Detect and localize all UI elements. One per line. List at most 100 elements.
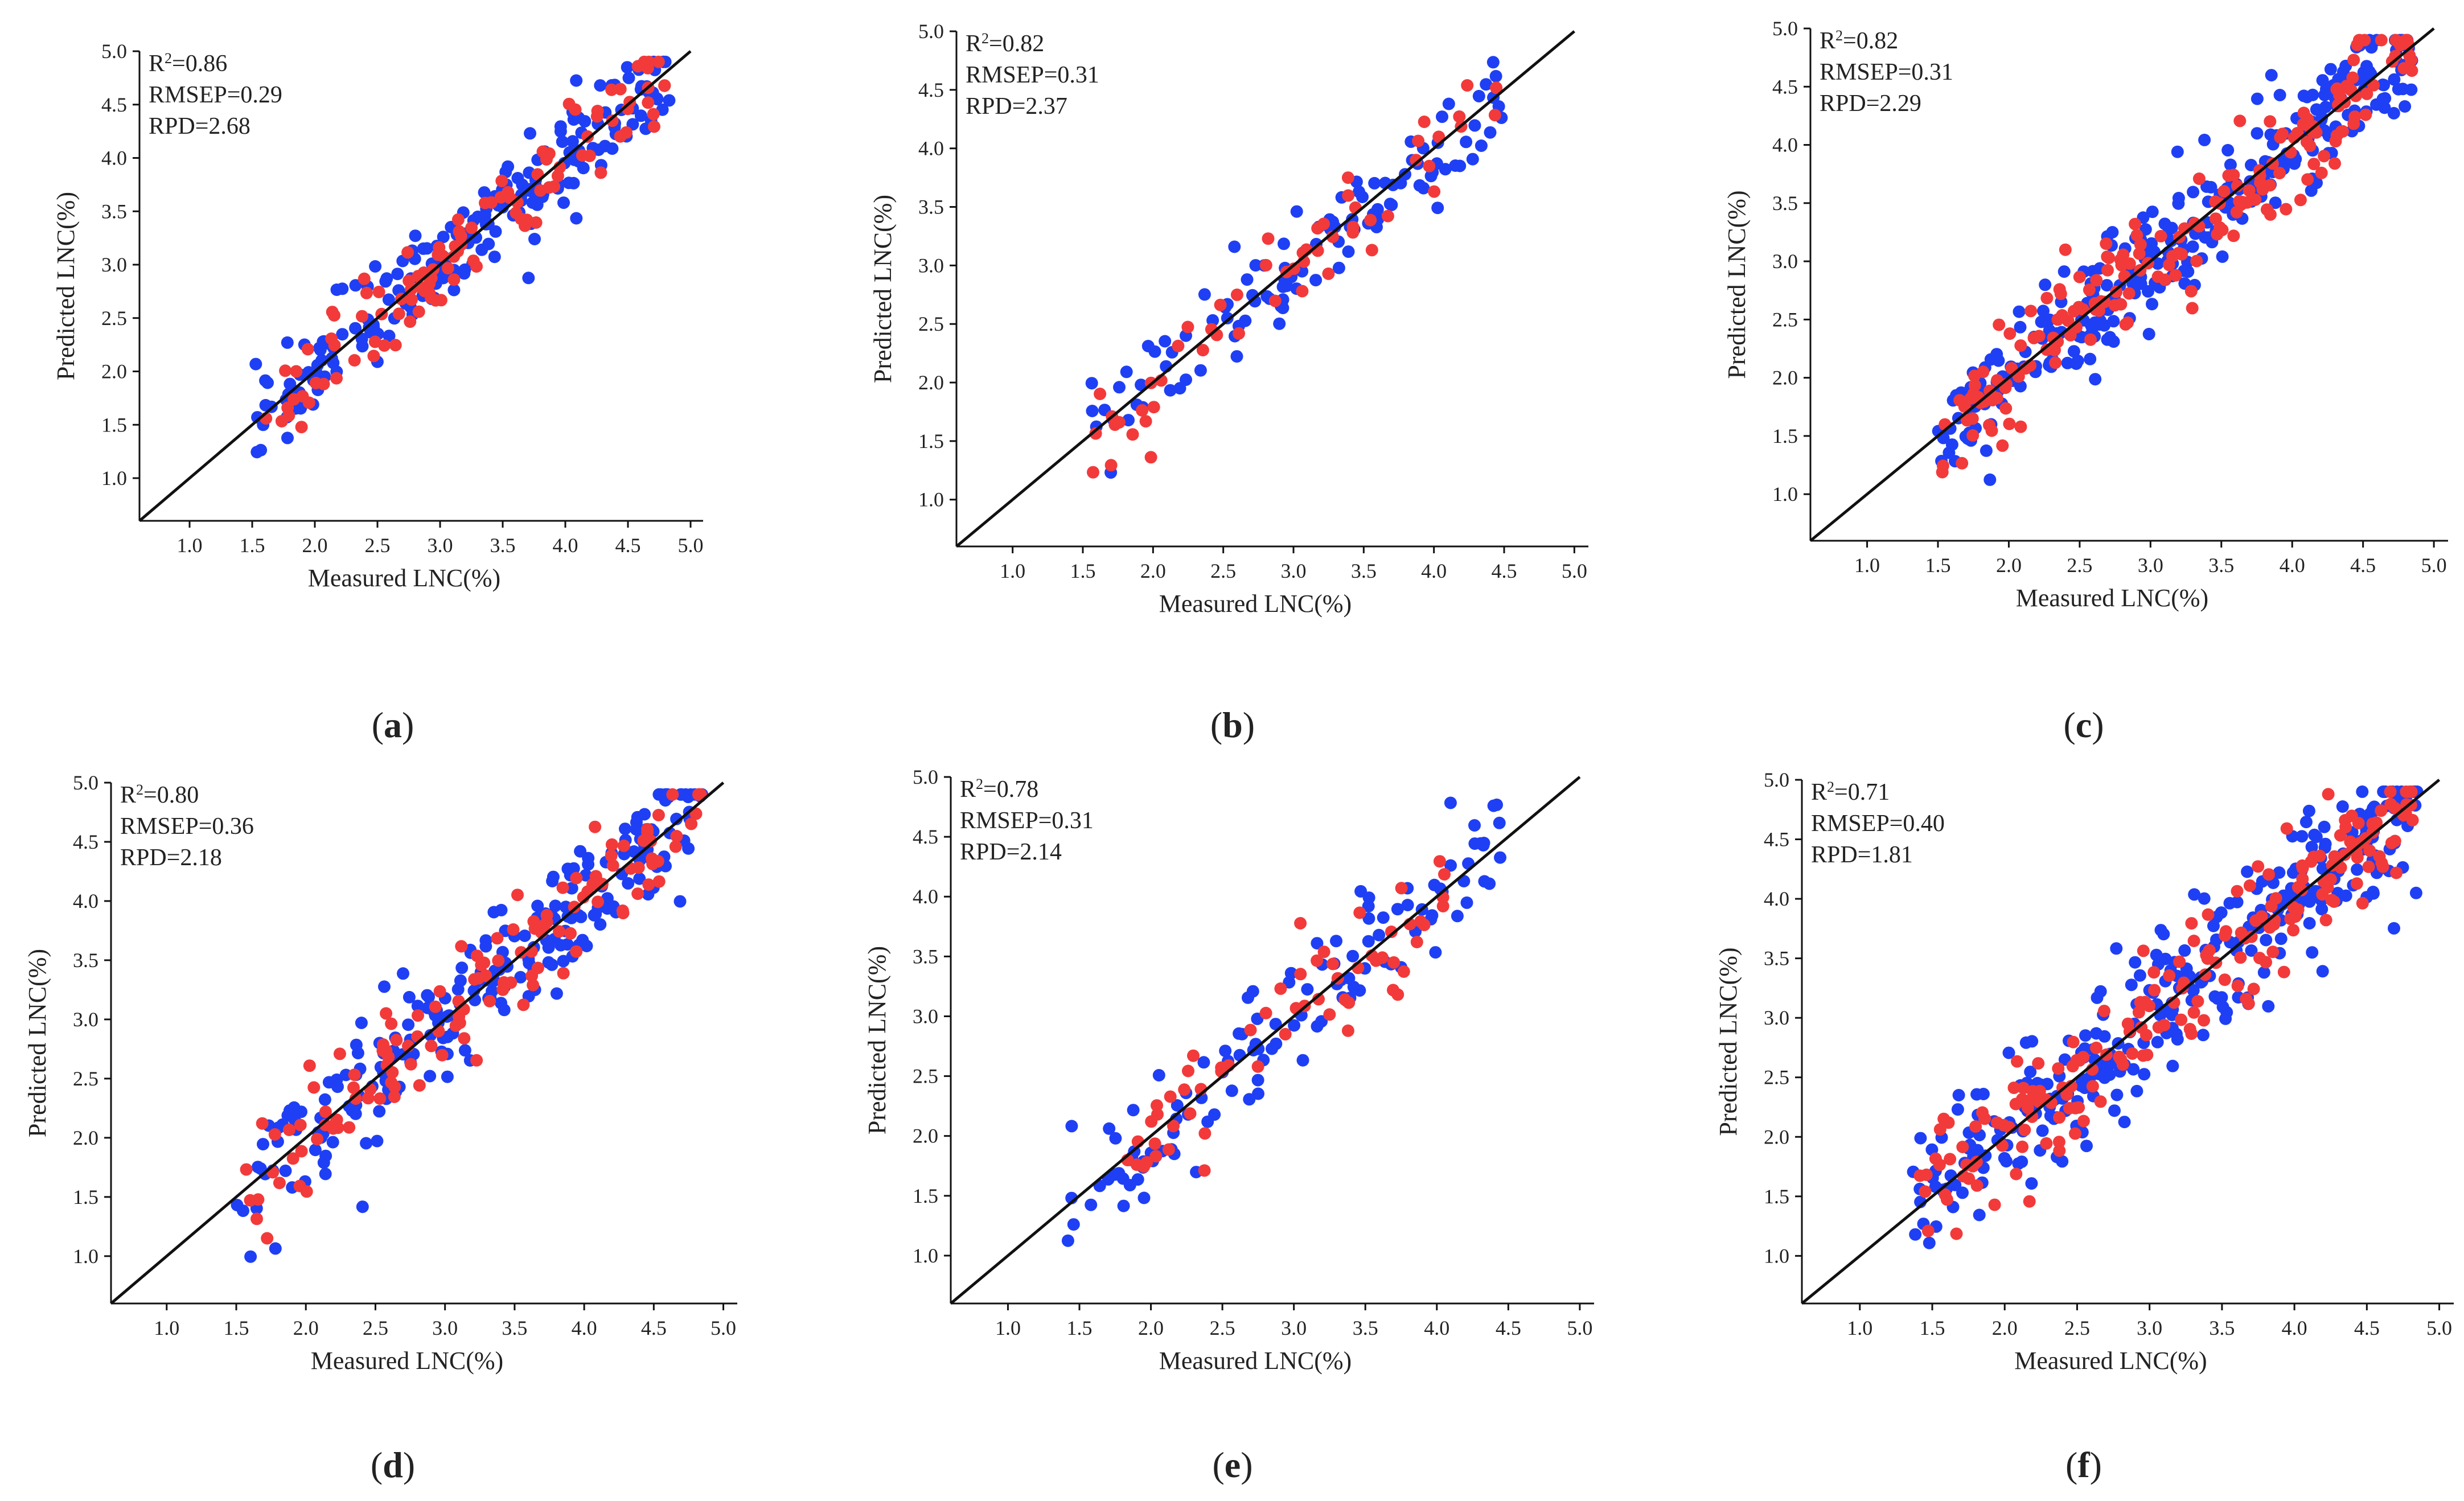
scatter-point-validation: [1178, 1083, 1191, 1096]
scatter-point-calibration: [2251, 127, 2264, 140]
scatter-point-calibration: [2265, 69, 2278, 82]
scatter-point-validation: [1215, 1061, 1228, 1074]
scatter-point-validation: [2090, 274, 2103, 287]
scatter-point-validation: [2175, 1013, 2188, 1026]
rmsep-stat: RMSEP=0.29: [149, 82, 282, 108]
scatter-point-validation: [1990, 392, 2003, 405]
scatter-point-calibration: [578, 115, 592, 128]
scatter-point-validation: [2348, 110, 2362, 123]
scatter-point-validation: [1312, 993, 1325, 1006]
scatter-point-validation: [2088, 297, 2101, 310]
x-axis-label: Measured LNC(%): [1159, 1347, 1352, 1375]
chart-panel-d: 1.0 1.5 2.0 2.5 3.0 3.5 4.0 4.5 5.0 1.0 1.5 2.0 2.5 3…: [23, 771, 737, 1485]
scatter-point-validation: [1126, 428, 1139, 441]
scatter-point-validation: [589, 820, 602, 833]
scatter-point-validation: [1418, 116, 1431, 128]
scatter-point-validation: [2359, 108, 2372, 121]
scatter-point-validation: [1942, 1116, 1955, 1129]
scatter-point-validation: [2016, 1093, 2028, 1106]
x-tick-label: 2.5: [1210, 1317, 1235, 1339]
scatter-point-calibration: [1429, 946, 1442, 959]
scatter-point-validation: [1323, 1008, 1336, 1021]
scatter-point-calibration: [1362, 935, 1375, 948]
scatter-point-calibration: [630, 823, 643, 836]
y-tick-label: 1.0: [73, 1245, 98, 1268]
scatter-point-validation: [360, 286, 373, 299]
scatter-point-validation: [1296, 285, 1309, 298]
scatter-point-calibration: [2108, 1104, 2121, 1117]
scatter-point-calibration: [2316, 965, 2329, 978]
scatter-point-validation: [2024, 305, 2038, 318]
y-tick-label: 5.0: [1764, 768, 1789, 791]
scatter-point-calibration: [2171, 145, 2184, 158]
y-tick-label: 1.0: [1764, 1244, 1789, 1267]
scatter-point-calibration: [1103, 1122, 1116, 1135]
scatter-point-calibration: [511, 172, 524, 184]
scatter-point-validation: [1966, 429, 1980, 442]
scatter-point-validation: [2234, 951, 2247, 964]
y-tick-label: 3.5: [73, 949, 98, 972]
y-tick-label: 3.5: [1764, 947, 1789, 970]
scatter-point-calibration: [2067, 345, 2080, 358]
scatter-point-calibration: [309, 1144, 322, 1157]
scatter-point-calibration: [594, 79, 607, 92]
scatter-point-validation: [479, 969, 492, 982]
y-tick-label: 3.5: [101, 200, 127, 223]
scatter-point-calibration: [252, 1161, 264, 1174]
scatter-point-calibration: [2000, 1155, 2013, 1168]
y-axis-label: Predicted LNC(%): [1723, 190, 1751, 379]
y-tick-label: 4.5: [1764, 828, 1789, 851]
scatter-point-validation: [2014, 420, 2027, 433]
scatter-point-calibration: [2315, 111, 2329, 124]
x-tick-label: 5.0: [1562, 560, 1587, 582]
scatter-point-calibration: [1472, 89, 1485, 102]
scatter-point-calibration: [1973, 1208, 1986, 1222]
scatter-point-validation: [2198, 1014, 2210, 1027]
scatter-point-calibration: [283, 1104, 296, 1117]
scatter-point-validation: [1385, 926, 1398, 938]
scatter-point-calibration: [531, 198, 544, 211]
scatter-point-validation: [326, 306, 339, 319]
scatter-point-validation: [2233, 114, 2247, 128]
scatter-point-calibration: [447, 283, 461, 297]
scatter-point-calibration: [2241, 865, 2254, 878]
scatter-point-calibration: [326, 1136, 339, 1149]
scatter-point-validation: [1147, 401, 1160, 414]
scatter-point-validation: [1187, 1049, 1200, 1062]
y-tick-label: 4.5: [913, 825, 938, 848]
scatter-point-calibration: [2257, 966, 2270, 979]
scatter-point-calibration: [2336, 800, 2349, 813]
scatter-point-validation: [2266, 157, 2279, 170]
scatter-point-validation: [441, 262, 454, 275]
scatter-point-calibration: [2019, 1036, 2032, 1049]
scatter-point-calibration: [2302, 804, 2315, 817]
scatter-point-validation: [2358, 34, 2371, 47]
one-to-one-line: [1801, 779, 2441, 1305]
scatter-point-validation: [568, 900, 581, 914]
x-tick-label: 3.5: [2208, 554, 2234, 577]
scatter-point-validation: [1969, 1120, 1982, 1133]
scatter-point-calibration: [424, 1070, 437, 1083]
scatter-point-calibration: [281, 431, 294, 445]
scatter-point-calibration: [1061, 1234, 1074, 1247]
scatter-point-validation: [2252, 860, 2265, 873]
scatter-point-validation: [333, 1047, 346, 1060]
scatter-point-validation: [2077, 1051, 2090, 1064]
scatter-point-calibration: [2071, 354, 2084, 367]
scatter-point-validation: [1268, 294, 1282, 307]
scatter-point-validation: [2375, 34, 2388, 47]
scatter-point-calibration: [1309, 274, 1323, 287]
scatter-point-calibration: [2166, 1059, 2179, 1072]
y-axis-label: Predicted LNC(%): [869, 195, 897, 383]
scatter-point-calibration: [2319, 837, 2332, 850]
scatter-point-calibration: [1385, 199, 1398, 211]
scatter-point-validation: [2366, 817, 2379, 830]
scatter-point-calibration: [1280, 279, 1293, 293]
y-tick-label: 3.0: [73, 1008, 98, 1031]
x-tick-label: 2.5: [365, 534, 391, 557]
scatter-point-validation: [641, 61, 654, 75]
scatter-point-validation: [325, 332, 338, 345]
scatter-point-validation: [1410, 936, 1423, 948]
x-tick-label: 1.0: [154, 1317, 179, 1339]
scatter-point-calibration: [1391, 903, 1404, 916]
